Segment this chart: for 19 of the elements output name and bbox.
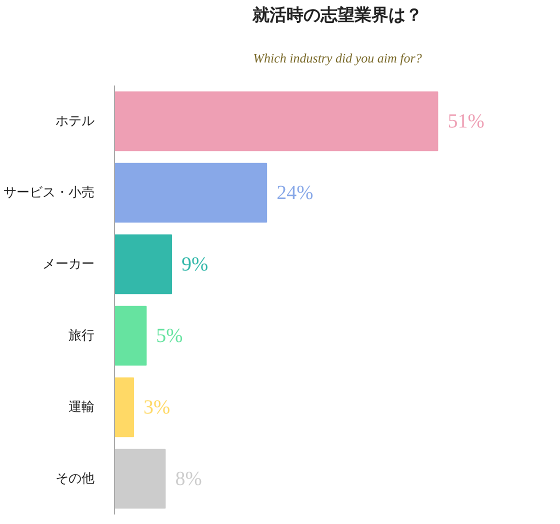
y-tick-label: その他	[56, 471, 94, 486]
data-label: 9%	[182, 253, 208, 276]
data-label: 3%	[144, 396, 170, 418]
data-label: 51%	[448, 110, 484, 132]
bar	[114, 377, 134, 438]
data-label: 24%	[276, 182, 314, 204]
bar	[114, 306, 147, 366]
bar	[114, 162, 268, 223]
data-label: 5%	[156, 324, 183, 347]
y-tick-label: 運輸	[68, 400, 94, 415]
y-tick-label: 旅行	[68, 328, 94, 344]
bar	[114, 234, 172, 294]
y-tick-label: ホテル	[56, 114, 94, 129]
y-tick-label: サービス・小売	[4, 185, 94, 200]
bar	[114, 448, 166, 509]
bar	[114, 91, 438, 152]
y-tick-label: メーカー	[42, 256, 94, 272]
chart-subtitle: Which industry did you aim for?	[253, 50, 422, 66]
chart-title: 就活時の志望業界は？	[252, 6, 422, 26]
